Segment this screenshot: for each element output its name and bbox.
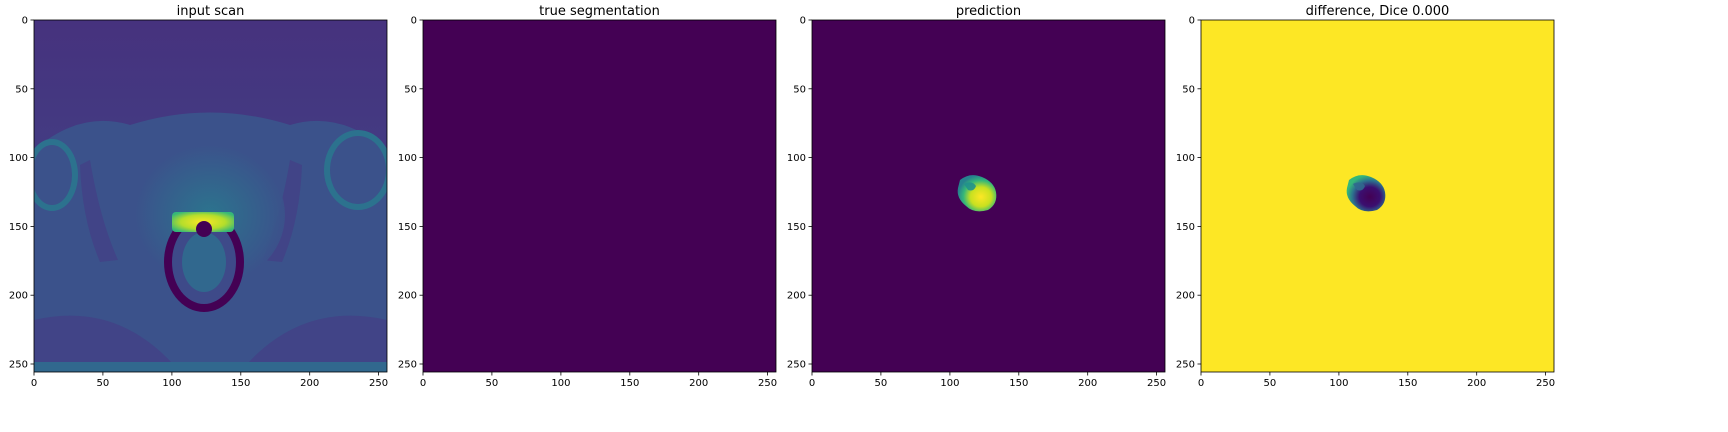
tick-label: 150	[9, 222, 28, 233]
x-axis-input-scan: 0 50 100 150 200 250	[31, 372, 388, 389]
title-prediction: prediction	[956, 4, 1021, 19]
tick-label: 200	[1078, 378, 1097, 389]
tick-label: 200	[398, 291, 417, 302]
tick-label: 50	[404, 84, 417, 95]
tick-label: 100	[1176, 153, 1195, 164]
tick-label: 100	[162, 378, 181, 389]
panel-input-scan: input scan	[0, 0, 400, 432]
tick-label: 100	[1329, 378, 1348, 389]
tick-label: 150	[398, 222, 417, 233]
tick-label: 150	[787, 222, 806, 233]
tick-label: 250	[1536, 378, 1555, 389]
tick-label: 200	[1176, 291, 1195, 302]
tick-label: 150	[1398, 378, 1417, 389]
tick-label: 100	[9, 153, 28, 164]
tick-label: 0	[1189, 16, 1195, 27]
tick-label: 50	[15, 84, 28, 95]
panel-true-segmentation: true segmentation 0 50 100 150 200 250 0…	[389, 0, 789, 432]
y-axis-true-segmentation: 0 50 100 150 200 250	[398, 16, 423, 371]
panel-input-scan-svg: input scan	[0, 0, 400, 432]
tick-label: 50	[97, 378, 110, 389]
title-true-segmentation: true segmentation	[539, 4, 660, 19]
tick-label: 0	[809, 378, 815, 389]
tick-label: 250	[398, 360, 417, 371]
segmentation-mask	[423, 20, 776, 372]
y-axis-input-scan: 0 50 100 150 200 250	[9, 16, 34, 371]
tick-label: 100	[551, 378, 570, 389]
tick-label: 250	[1176, 360, 1195, 371]
tick-label: 150	[1009, 378, 1028, 389]
tick-label: 200	[787, 291, 806, 302]
panel-difference: difference, Dice 0.000 0 50 100 150 200 …	[1167, 0, 1567, 432]
tick-label: 50	[486, 378, 499, 389]
tick-label: 250	[369, 378, 388, 389]
tick-label: 250	[758, 378, 777, 389]
tick-label: 150	[231, 378, 250, 389]
x-axis-difference: 0 50 100 150 200 250	[1198, 372, 1555, 389]
y-axis-prediction: 0 50 100 150 200 250	[787, 16, 812, 371]
tick-label: 100	[398, 153, 417, 164]
panel-true-segmentation-svg: true segmentation 0 50 100 150 200 250 0…	[389, 0, 789, 432]
panel-prediction-svg: prediction 0 50 100 150 200 250 0 50 100…	[778, 0, 1178, 432]
x-axis-true-segmentation: 0 50 100 150 200 250	[420, 372, 777, 389]
title-difference: difference, Dice 0.000	[1306, 4, 1450, 19]
tick-label: 100	[940, 378, 959, 389]
tick-label: 200	[1467, 378, 1486, 389]
tick-label: 0	[800, 16, 806, 27]
tick-label: 150	[620, 378, 639, 389]
tick-label: 250	[9, 360, 28, 371]
tick-label: 150	[1176, 222, 1195, 233]
tick-label: 200	[300, 378, 319, 389]
tick-label: 50	[1182, 84, 1195, 95]
tick-label: 0	[1198, 378, 1204, 389]
tick-label: 200	[9, 291, 28, 302]
tick-label: 0	[420, 378, 426, 389]
tick-label: 0	[22, 16, 28, 27]
title-input-scan: input scan	[177, 4, 245, 19]
tick-label: 50	[793, 84, 806, 95]
tick-label: 0	[31, 378, 37, 389]
tick-label: 50	[1264, 378, 1277, 389]
tick-label: 200	[689, 378, 708, 389]
tick-label: 250	[787, 360, 806, 371]
tick-label: 0	[411, 16, 417, 27]
x-axis-prediction: 0 50 100 150 200 250	[809, 372, 1166, 389]
tick-label: 100	[787, 153, 806, 164]
mri-image	[26, 20, 392, 372]
tick-label: 250	[1147, 378, 1166, 389]
tick-label: 50	[875, 378, 888, 389]
panel-difference-svg: difference, Dice 0.000 0 50 100 150 200 …	[1167, 0, 1567, 432]
panel-prediction: prediction 0 50 100 150 200 250 0 50 100…	[778, 0, 1178, 432]
y-axis-difference: 0 50 100 150 200 250	[1176, 16, 1201, 371]
